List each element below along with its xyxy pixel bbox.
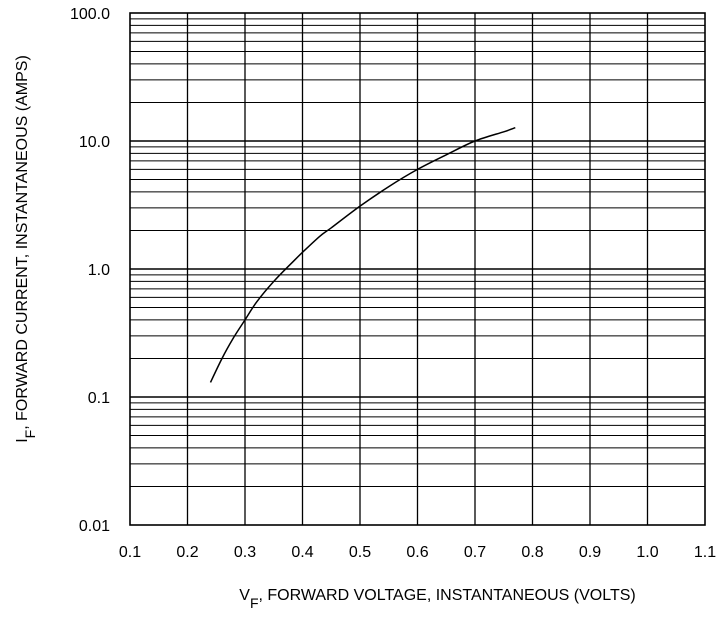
x-axis-title: VF, FORWARD VOLTAGE, INSTANTANEOUS (VOLT…	[239, 587, 635, 611]
y-tick-label: 0.1	[88, 390, 110, 407]
y-tick-label: 10.0	[79, 134, 110, 151]
x-tick-label: 1.1	[694, 544, 716, 561]
x-tick-label: 0.6	[406, 544, 428, 561]
x-tick-label: 1.0	[636, 544, 658, 561]
grid	[130, 13, 705, 525]
y-tick-label: 100.0	[70, 6, 110, 23]
x-axis-text: , FORWARD VOLTAGE, INSTANTANEOUS (VOLTS)	[259, 587, 636, 604]
x-tick-label: 0.7	[464, 544, 486, 561]
x-tick-label: 0.2	[176, 544, 198, 561]
series-line	[209, 126, 516, 383]
x-tick-label: 0.3	[234, 544, 256, 561]
y-axis-title: IF, FORWARD CURRENT, INSTANTANEOUS (AMPS…	[14, 55, 38, 443]
x-tick-labels: 0.1 0.2 0.3 0.4 0.5 0.6 0.7 0.8 0.9 1.0 1.1	[119, 544, 716, 561]
y-axis-subscript: F	[22, 430, 38, 439]
x-tick-label: 0.8	[521, 544, 543, 561]
series-lines	[209, 126, 516, 383]
y-axis-text: , FORWARD CURRENT, INSTANTANEOUS (AMPS)	[14, 55, 31, 430]
y-tick-label: 0.01	[79, 518, 110, 535]
x-tick-label: 0.5	[349, 544, 371, 561]
x-tick-label: 0.4	[291, 544, 313, 561]
y-tick-label: 1.0	[88, 262, 110, 279]
y-tick-labels: 100.0 10.0 1.0 0.1 0.01	[70, 6, 110, 535]
x-tick-label: 0.9	[579, 544, 601, 561]
x-tick-label: 0.1	[119, 544, 141, 561]
plot-frame	[129, 12, 706, 526]
x-axis-symbol: V	[239, 587, 250, 604]
x-axis-subscript: F	[250, 595, 259, 611]
y-axis-symbol: I	[14, 438, 31, 442]
